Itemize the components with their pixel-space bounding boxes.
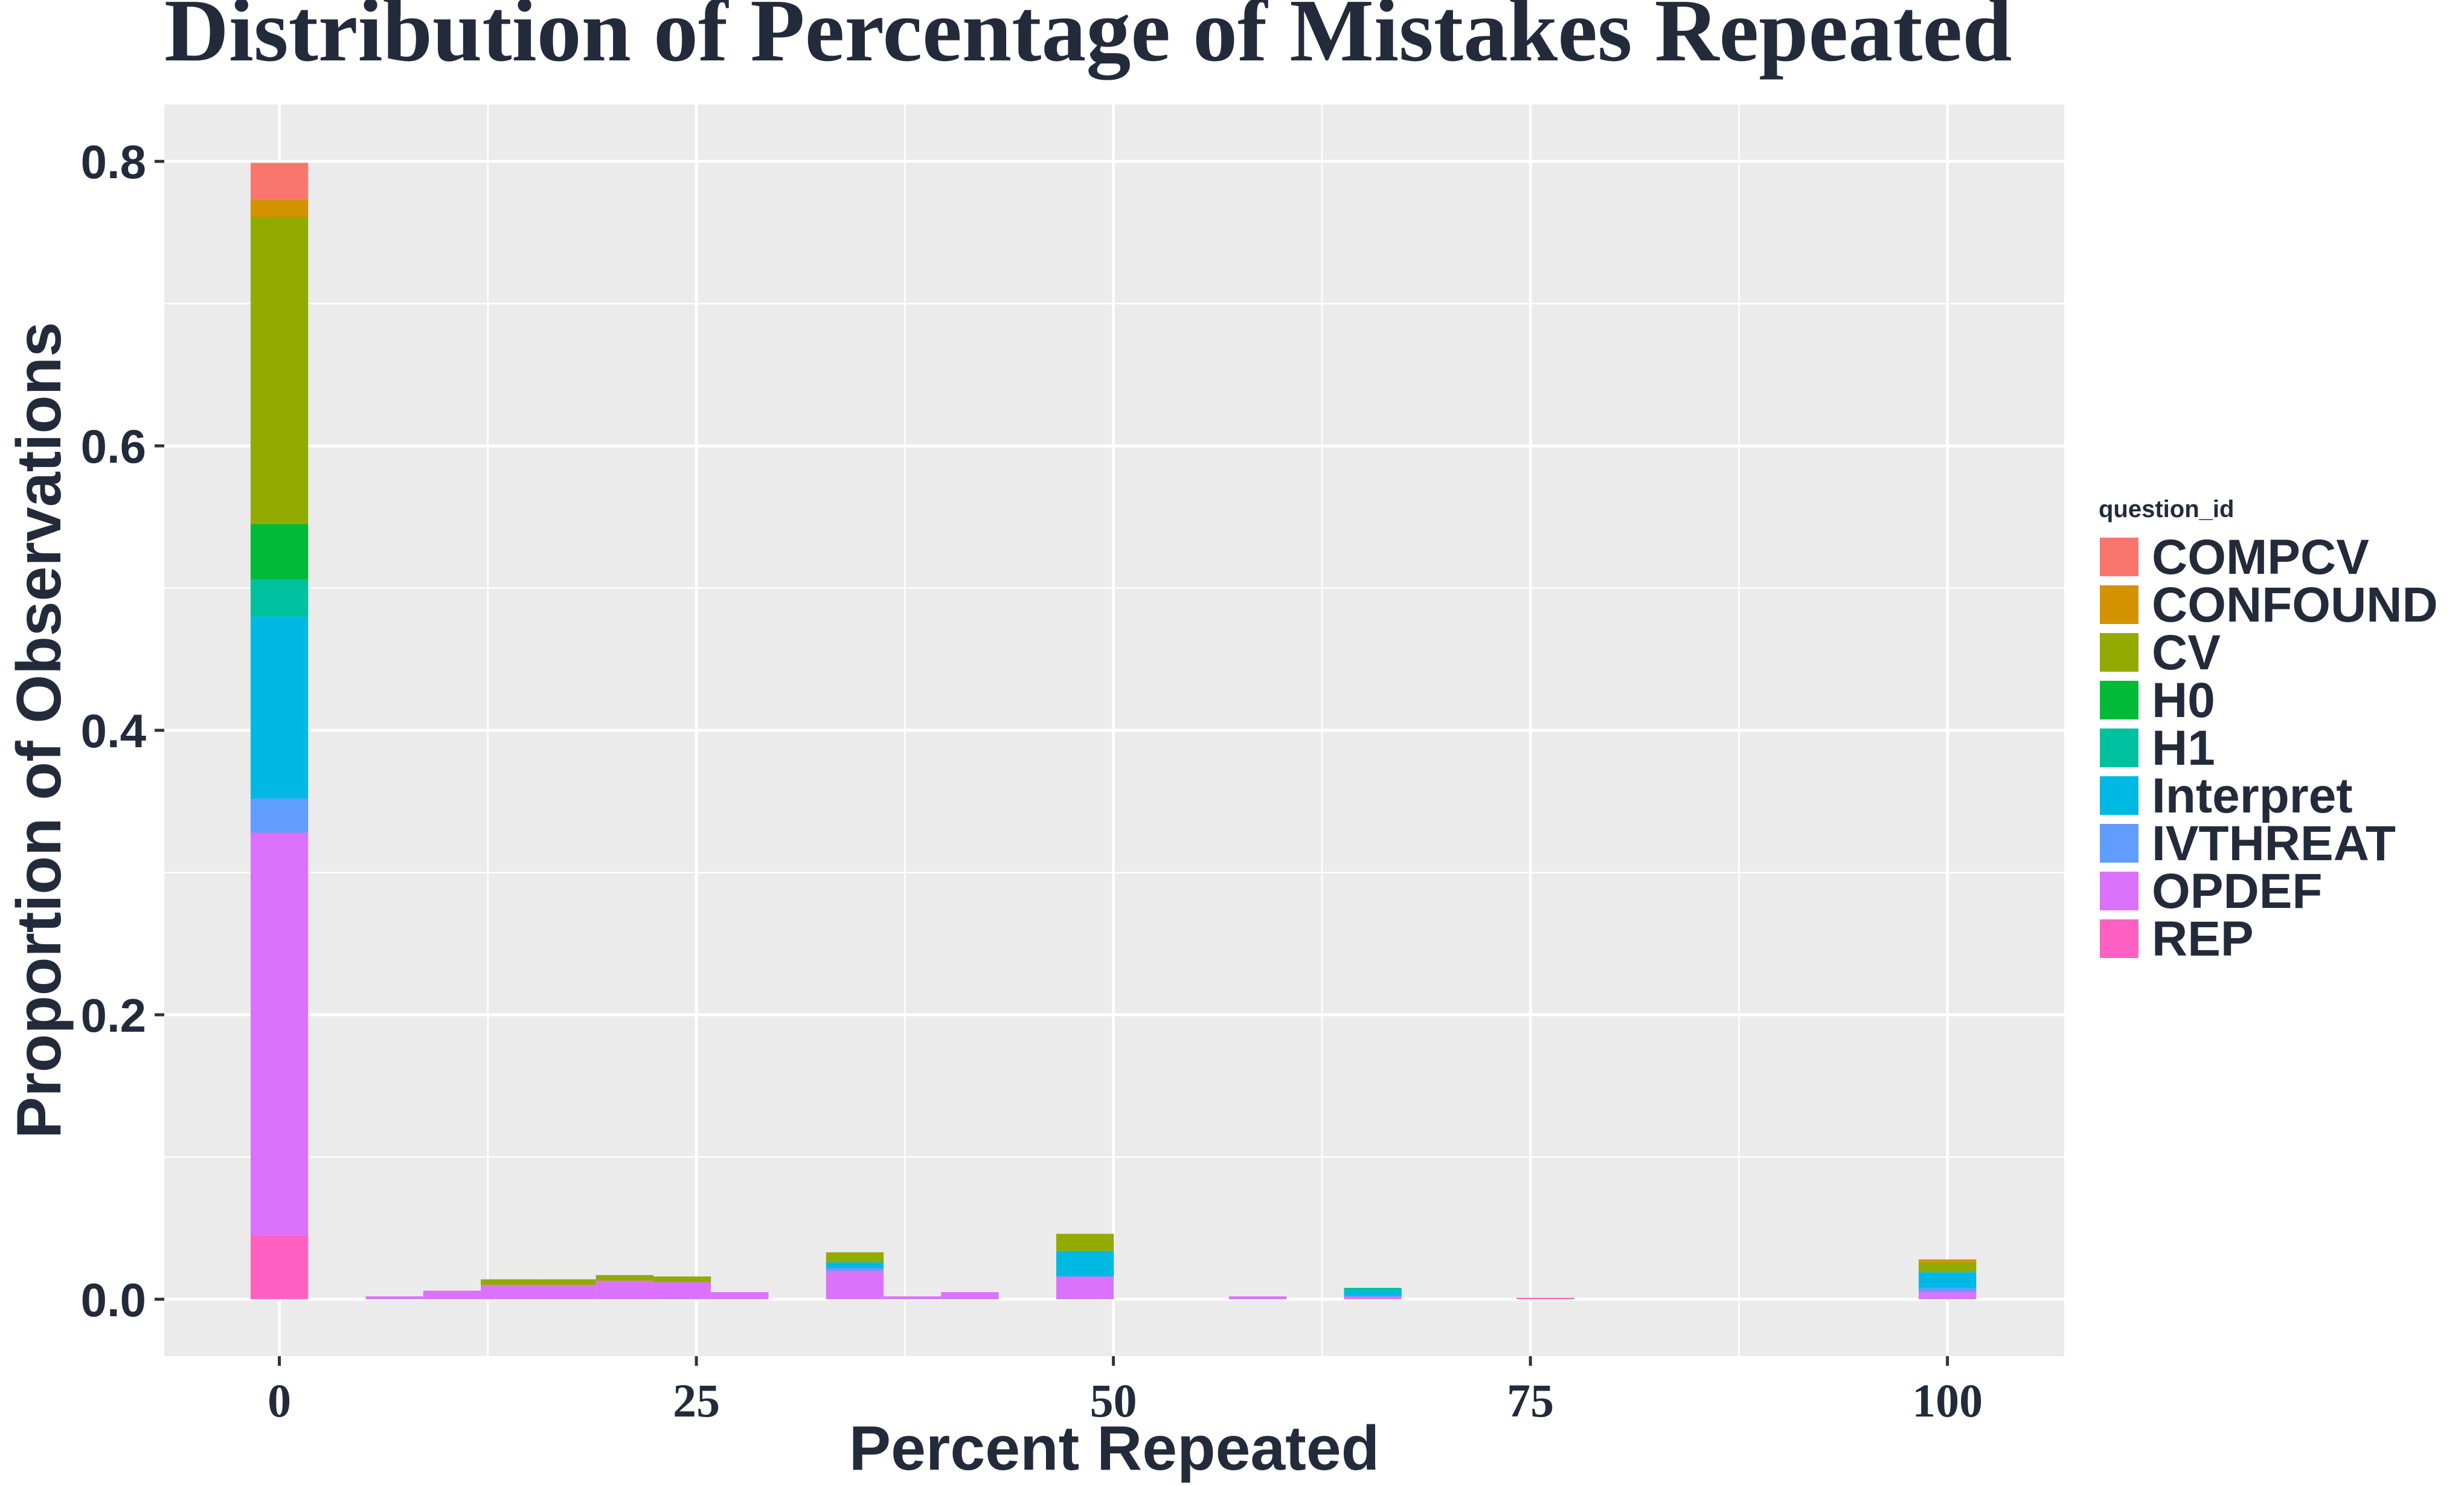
bar-segment-opdef <box>1056 1276 1114 1299</box>
bar-segment-opdef <box>1919 1292 1977 1299</box>
bar-segment-opdef <box>595 1281 653 1299</box>
bar-segment-opdef <box>826 1270 884 1299</box>
bar-segment-opdef <box>653 1282 711 1299</box>
bar-segment-ivthreat <box>826 1268 884 1271</box>
legend-key-ivthreat <box>2097 822 2141 865</box>
y-axis-title: Proportion of Observations <box>4 322 74 1139</box>
legend-label-rep: REP <box>2152 912 2254 967</box>
bar-segment-interpret <box>1056 1250 1114 1277</box>
bar-segment-h1 <box>1344 1287 1402 1291</box>
bar-segment-cv <box>250 217 309 524</box>
legend-label-h1: H1 <box>2152 721 2215 776</box>
plot-area: 0 25 50 75 100 0.0 0.2 0.4 0.6 0.8 <box>81 105 2064 1427</box>
legend-key-h0 <box>2097 678 2141 722</box>
y-tick-label: 0.0 <box>81 1273 146 1327</box>
bar-segment-cv <box>1056 1234 1114 1251</box>
legend-label-cv: CV <box>2152 625 2221 680</box>
x-axis-title: Percent Repeated <box>849 1414 1380 1484</box>
legend: question_id COMPCVCONFOUNDCVH0H1Interpre… <box>2097 496 2438 967</box>
legend-title: question_id <box>2099 496 2234 523</box>
bar-segment-rep <box>1516 1298 1574 1299</box>
legend-key-compcv <box>2097 535 2141 579</box>
bar-segment-compcv <box>250 162 309 200</box>
y-tick-label: 0.4 <box>81 704 146 757</box>
bar-segment-opdef <box>538 1285 596 1299</box>
x-tick-label: 0 <box>268 1374 291 1427</box>
bar-segment-opdef <box>884 1296 942 1299</box>
bar-segment-rep <box>250 1235 309 1299</box>
bar-segment-ivthreat <box>1919 1287 1977 1293</box>
legend-key-confound <box>2097 583 2141 626</box>
x-tick-label: 50 <box>1090 1374 1137 1427</box>
bar-segment-confound <box>1919 1259 1977 1262</box>
legend-key-rep <box>2097 917 2141 960</box>
legend-label-compcv: COMPCV <box>2152 530 2369 585</box>
legend-key-opdef <box>2097 869 2141 913</box>
bar-segment-opdef <box>481 1285 539 1299</box>
x-tick-label: 100 <box>1912 1374 1983 1427</box>
x-tick-label: 25 <box>673 1374 720 1427</box>
bar-segment-opdef <box>1344 1296 1402 1299</box>
legend-key-h1 <box>2097 726 2141 770</box>
legend-key-cv <box>2097 631 2141 674</box>
bar-segment-interpret <box>1344 1290 1402 1297</box>
legend-label-ivthreat: IVTHREAT <box>2152 816 2396 871</box>
y-tick-label: 0.6 <box>81 420 146 473</box>
legend-key-interpret <box>2097 774 2141 817</box>
y-tick-label: 0.8 <box>81 135 146 188</box>
bar-segment-h1 <box>250 579 309 617</box>
legend-label-interpret: Interpret <box>2152 768 2353 823</box>
bar-segment-opdef <box>423 1290 481 1299</box>
bar-segment-ivthreat <box>250 799 309 833</box>
bar-segment-h0 <box>250 524 309 580</box>
bar-segment-cv <box>653 1276 711 1282</box>
y-tick-label: 0.2 <box>81 989 146 1042</box>
bar-segment-interpret <box>826 1262 884 1269</box>
bar-segment-interpret <box>1919 1272 1977 1288</box>
bar-segment-cv <box>538 1279 596 1285</box>
bar-segment-opdef <box>250 832 309 1235</box>
legend-label-h0: H0 <box>2152 673 2215 728</box>
bar-segment-opdef <box>711 1292 769 1299</box>
bar-segment-cv <box>481 1279 539 1285</box>
bar-segment-opdef <box>365 1296 423 1299</box>
legend-label-opdef: OPDEF <box>2152 864 2322 919</box>
chart-title: Distribution of Percentage of Mistakes R… <box>164 0 2012 80</box>
legend-label-confound: CONFOUND <box>2152 577 2438 632</box>
x-tick-label: 75 <box>1507 1374 1554 1427</box>
bar-segment-opdef <box>1228 1296 1287 1299</box>
bar-segment-cv <box>1919 1262 1977 1273</box>
bar-segment-opdef <box>941 1292 999 1299</box>
bar-segment-interpret <box>250 616 309 799</box>
bar-segment-cv <box>595 1275 653 1281</box>
bar-segment-confound <box>250 199 309 217</box>
bar-segment-cv <box>826 1252 884 1262</box>
